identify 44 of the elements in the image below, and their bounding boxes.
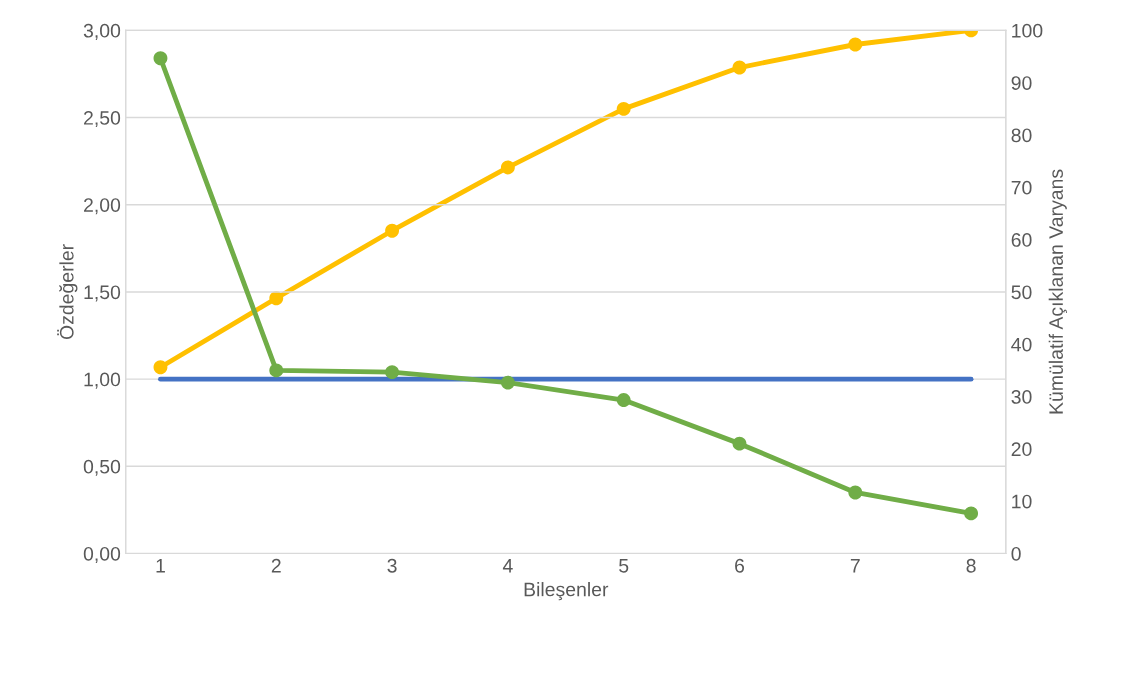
y2-tick-label: 0 bbox=[1011, 546, 1021, 561]
y-tick-label: 0,50 bbox=[83, 459, 121, 476]
y2-tick-label: 50 bbox=[1011, 285, 1032, 300]
point bbox=[269, 291, 284, 306]
y-tick-label: 0,00 bbox=[83, 546, 121, 564]
point bbox=[848, 485, 863, 500]
point bbox=[732, 60, 747, 75]
x-axis-title: Bileşenler bbox=[524, 582, 609, 601]
y2-tick-label: 70 bbox=[1011, 180, 1032, 195]
point bbox=[964, 506, 979, 521]
point bbox=[385, 223, 400, 238]
point bbox=[500, 375, 515, 390]
y2-tick-label: 40 bbox=[1011, 337, 1032, 352]
x-tick-label: 5 bbox=[619, 559, 629, 573]
x-tick-label: 8 bbox=[966, 558, 976, 573]
y-tick-label: 1,50 bbox=[84, 285, 121, 302]
point bbox=[153, 51, 168, 66]
x-tick-label: 2 bbox=[271, 558, 281, 573]
y2-tick-label: 100 bbox=[1012, 23, 1043, 38]
x-tick-label: 4 bbox=[502, 559, 513, 573]
y2-tick-label: 90 bbox=[1011, 76, 1032, 90]
point bbox=[385, 365, 400, 380]
point bbox=[848, 37, 863, 52]
y-axis-title: Özdeğerler bbox=[57, 244, 78, 340]
y2-tick-label: 30 bbox=[1011, 390, 1032, 404]
y-tick-label: 2,50 bbox=[84, 111, 121, 128]
point bbox=[616, 101, 631, 116]
y2-axis-title: Kümülatif Açıklanan Varyans bbox=[1048, 169, 1067, 414]
y2-tick-label: 60 bbox=[1011, 233, 1032, 247]
x-tick-label: 1 bbox=[156, 559, 165, 573]
point bbox=[616, 393, 631, 407]
point bbox=[153, 360, 168, 375]
x-tick-label: 3 bbox=[387, 558, 397, 573]
x-tick-label: 6 bbox=[735, 558, 745, 573]
y-tick-label: 1,00 bbox=[84, 372, 121, 389]
y2-tick-label: 20 bbox=[1011, 442, 1032, 457]
point bbox=[732, 436, 747, 451]
point bbox=[269, 363, 284, 378]
y2-tick-label: 80 bbox=[1011, 128, 1032, 143]
point bbox=[500, 160, 515, 175]
x-tick-label: 7 bbox=[850, 559, 860, 573]
y-tick-label: 3,00 bbox=[83, 23, 121, 40]
y2-tick-label: 10 bbox=[1012, 494, 1032, 509]
y-tick-label: 2,00 bbox=[84, 198, 121, 215]
